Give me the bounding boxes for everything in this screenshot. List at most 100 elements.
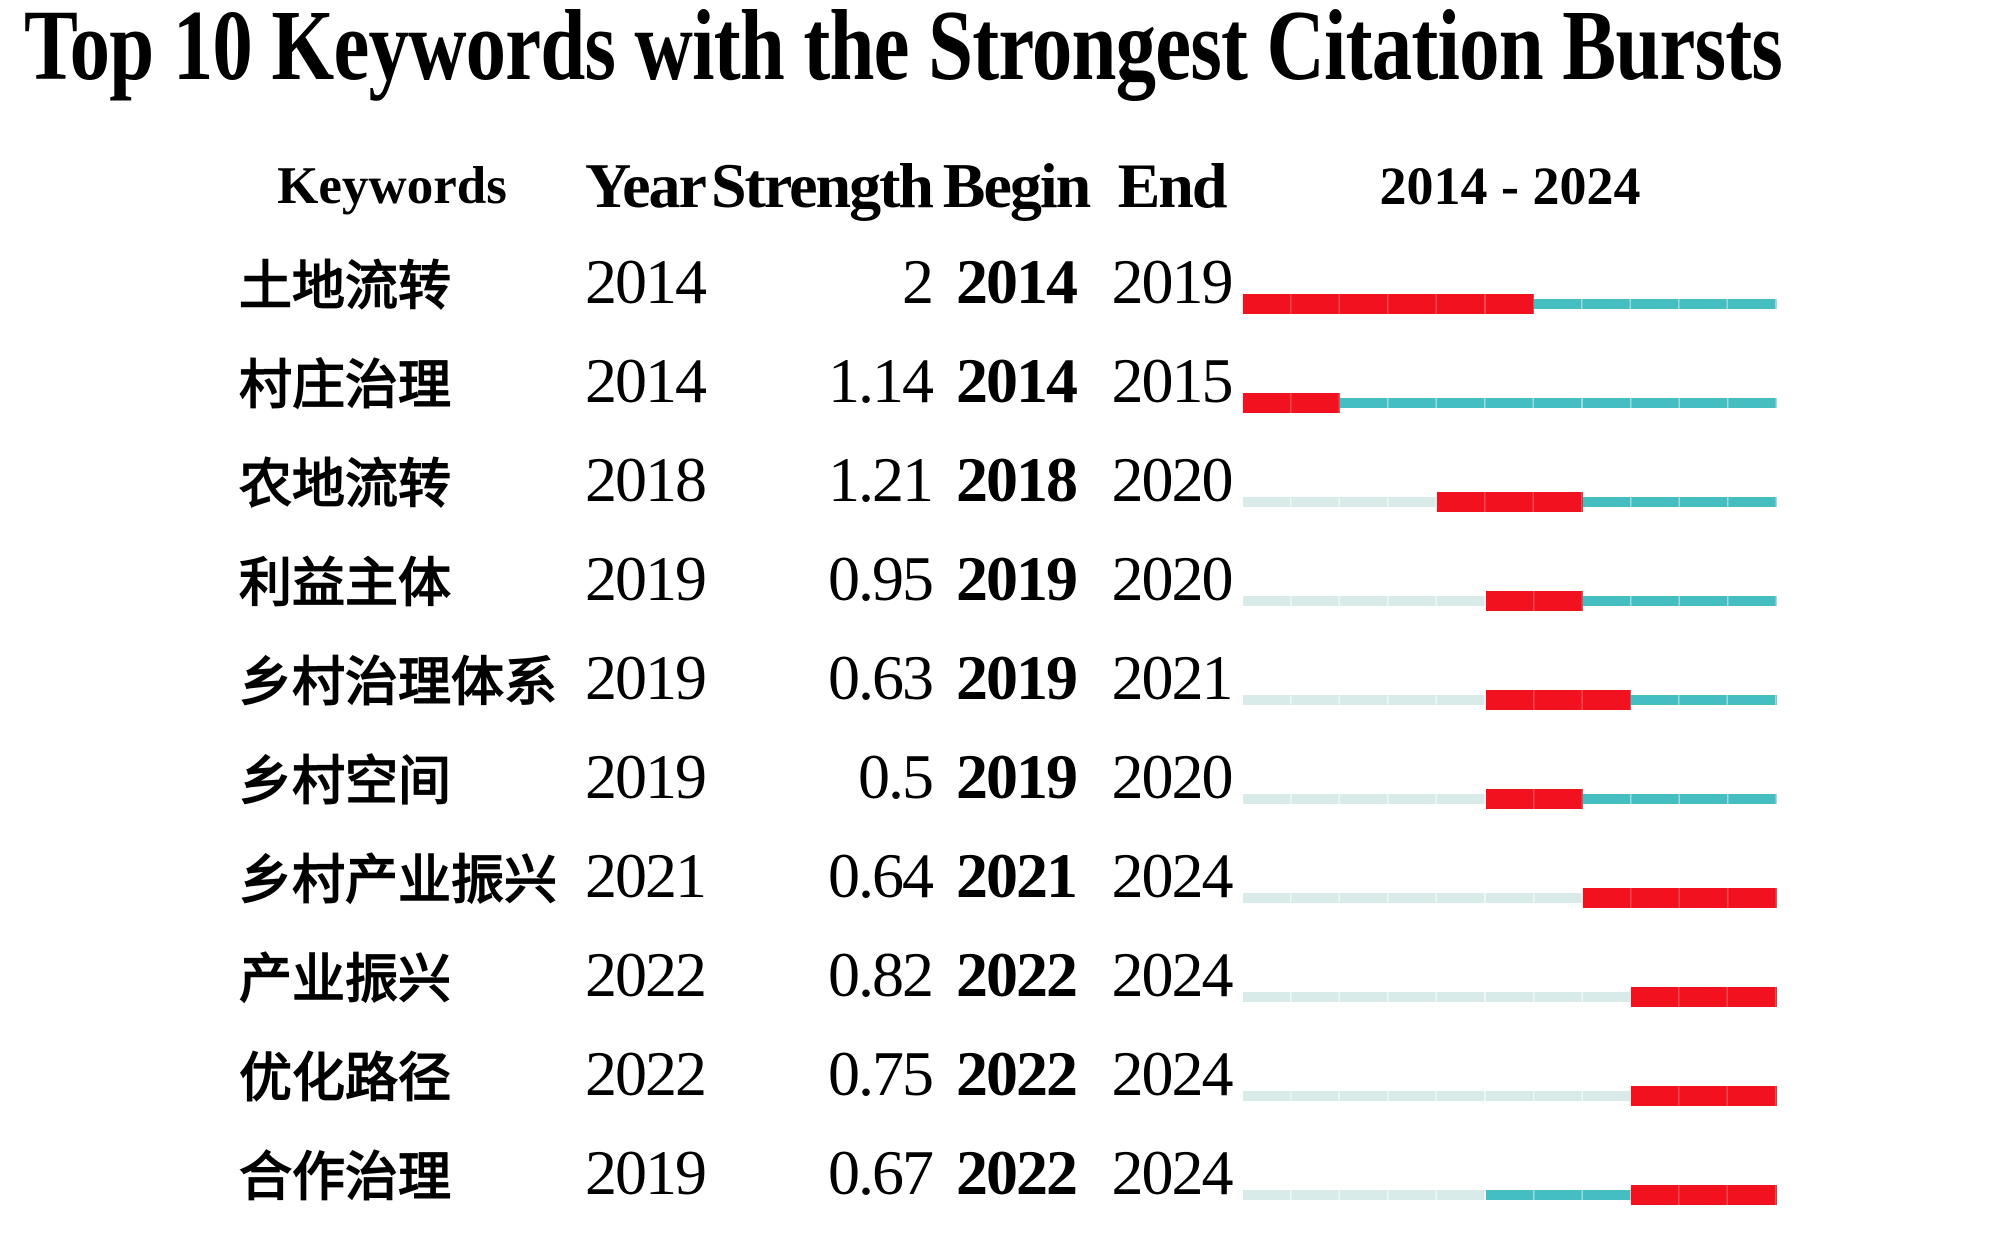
burst-timeline-bar bbox=[1243, 986, 1778, 1008]
end-cell: 2015 bbox=[1111, 344, 1234, 416]
strength-cell: 0.95 bbox=[828, 542, 934, 614]
burst-timeline-bar bbox=[1243, 1085, 1778, 1107]
burst-segment bbox=[1485, 689, 1632, 710]
burst-table: Keywords Year Strength Begin End 2014 - … bbox=[0, 140, 1778, 1222]
end-cell: 2020 bbox=[1111, 443, 1234, 515]
keyword-cell: 优化路径 bbox=[239, 1047, 451, 1109]
timeline-segments bbox=[1243, 1184, 1778, 1206]
keyword-cell: 产业振兴 bbox=[239, 948, 451, 1010]
year-cell: 2018 bbox=[585, 443, 707, 515]
keyword-cell: 农地流转 bbox=[239, 453, 451, 515]
burst-timeline-bar bbox=[1243, 392, 1778, 414]
year-cell: 2014 bbox=[585, 245, 707, 317]
active-segment bbox=[1582, 595, 1778, 606]
timeline-segments bbox=[1243, 887, 1778, 909]
keyword-cell: 乡村空间 bbox=[239, 750, 451, 812]
year-cell: 2019 bbox=[585, 641, 707, 713]
table-row: 农地流转 2018 1.21 2018 2020 bbox=[239, 430, 1778, 529]
begin-cell: 2014 bbox=[956, 245, 1078, 317]
active-segment bbox=[1534, 298, 1778, 309]
year-cell: 2019 bbox=[585, 542, 707, 614]
burst-segment bbox=[1631, 986, 1778, 1007]
end-cell: 2020 bbox=[1111, 740, 1234, 812]
begin-cell: 2022 bbox=[956, 1037, 1078, 1109]
burst-segment bbox=[1243, 392, 1341, 413]
timeline-segments bbox=[1243, 986, 1778, 1008]
strength-cell: 1.14 bbox=[828, 344, 934, 416]
year-cell: 2019 bbox=[585, 1136, 707, 1208]
strength-cell: 0.82 bbox=[828, 938, 934, 1010]
timeline-segments bbox=[1243, 491, 1778, 513]
header-year-range: 2014 - 2024 bbox=[1379, 156, 1641, 216]
begin-cell: 2014 bbox=[956, 344, 1078, 416]
active-segment bbox=[1340, 397, 1778, 408]
end-cell: 2024 bbox=[1111, 938, 1234, 1010]
year-cell: 2022 bbox=[585, 938, 707, 1010]
begin-cell: 2022 bbox=[956, 1136, 1078, 1208]
burst-timeline-bar bbox=[1243, 491, 1778, 513]
burst-timeline-bar bbox=[1243, 293, 1778, 315]
inactive-segment bbox=[1243, 694, 1486, 705]
end-cell: 2021 bbox=[1111, 641, 1234, 713]
timeline-segments bbox=[1243, 689, 1778, 711]
begin-cell: 2019 bbox=[956, 740, 1078, 812]
burst-timeline-bar bbox=[1243, 788, 1778, 810]
strength-cell: 0.63 bbox=[828, 641, 934, 713]
table-body: 土地流转 2014 2 2014 2019 村庄治理 2014 1.14 201… bbox=[0, 232, 1778, 1222]
table-row: 利益主体 2019 0.95 2019 2020 bbox=[239, 529, 1778, 628]
begin-cell: 2022 bbox=[956, 938, 1078, 1010]
keyword-cell: 乡村产业振兴 bbox=[239, 849, 557, 911]
header-strength: Strength bbox=[710, 150, 934, 221]
strength-cell: 0.75 bbox=[828, 1037, 934, 1109]
strength-cell: 0.5 bbox=[858, 740, 934, 812]
keyword-cell: 村庄治理 bbox=[239, 354, 451, 416]
timeline-segments bbox=[1243, 590, 1778, 612]
active-segment bbox=[1485, 1189, 1632, 1200]
keyword-cell: 利益主体 bbox=[239, 552, 451, 614]
table-row: 乡村空间 2019 0.5 2019 2020 bbox=[239, 727, 1778, 826]
table-row: 产业振兴 2022 0.82 2022 2024 bbox=[239, 925, 1778, 1024]
table-row: 村庄治理 2014 1.14 2014 2015 bbox=[239, 331, 1778, 430]
end-cell: 2019 bbox=[1111, 245, 1234, 317]
burst-segment bbox=[1631, 1085, 1778, 1106]
strength-cell: 0.67 bbox=[828, 1136, 934, 1208]
end-cell: 2024 bbox=[1111, 1136, 1234, 1208]
table-row: 优化路径 2022 0.75 2022 2024 bbox=[239, 1024, 1778, 1123]
keyword-cell: 土地流转 bbox=[239, 255, 451, 317]
strength-cell: 2 bbox=[902, 245, 934, 317]
inactive-segment bbox=[1243, 595, 1486, 606]
inactive-segment bbox=[1243, 793, 1486, 804]
burst-segment bbox=[1485, 590, 1583, 611]
table-row: 合作治理 2019 0.67 2022 2024 bbox=[239, 1123, 1778, 1222]
header-year: Year bbox=[585, 150, 707, 221]
timeline-segments bbox=[1243, 1085, 1778, 1107]
end-cell: 2020 bbox=[1111, 542, 1234, 614]
strength-cell: 0.64 bbox=[828, 839, 934, 911]
inactive-segment bbox=[1243, 991, 1632, 1002]
year-cell: 2021 bbox=[585, 839, 707, 911]
burst-segment bbox=[1631, 1184, 1778, 1205]
burst-timeline-bar bbox=[1243, 1184, 1778, 1206]
active-segment bbox=[1582, 496, 1778, 507]
year-cell: 2014 bbox=[585, 344, 707, 416]
inactive-segment bbox=[1243, 1189, 1486, 1200]
end-cell: 2024 bbox=[1111, 1037, 1234, 1109]
table-row: 土地流转 2014 2 2014 2019 bbox=[239, 232, 1778, 331]
begin-cell: 2019 bbox=[956, 542, 1078, 614]
header-keywords: Keywords bbox=[277, 157, 507, 215]
table-row: 乡村产业振兴 2021 0.64 2021 2024 bbox=[239, 826, 1778, 925]
end-cell: 2024 bbox=[1111, 839, 1234, 911]
active-segment bbox=[1582, 793, 1778, 804]
inactive-segment bbox=[1243, 1090, 1632, 1101]
begin-cell: 2021 bbox=[956, 839, 1078, 911]
timeline-segments bbox=[1243, 392, 1778, 414]
burst-segment bbox=[1485, 788, 1583, 809]
begin-cell: 2018 bbox=[956, 443, 1078, 515]
keyword-cell: 合作治理 bbox=[239, 1146, 451, 1208]
header-end: End bbox=[1117, 150, 1228, 221]
timeline-segments bbox=[1243, 293, 1778, 315]
active-segment bbox=[1631, 694, 1778, 705]
timeline-segments bbox=[1243, 788, 1778, 810]
table-header: Keywords Year Strength Begin End 2014 - … bbox=[239, 140, 1777, 232]
